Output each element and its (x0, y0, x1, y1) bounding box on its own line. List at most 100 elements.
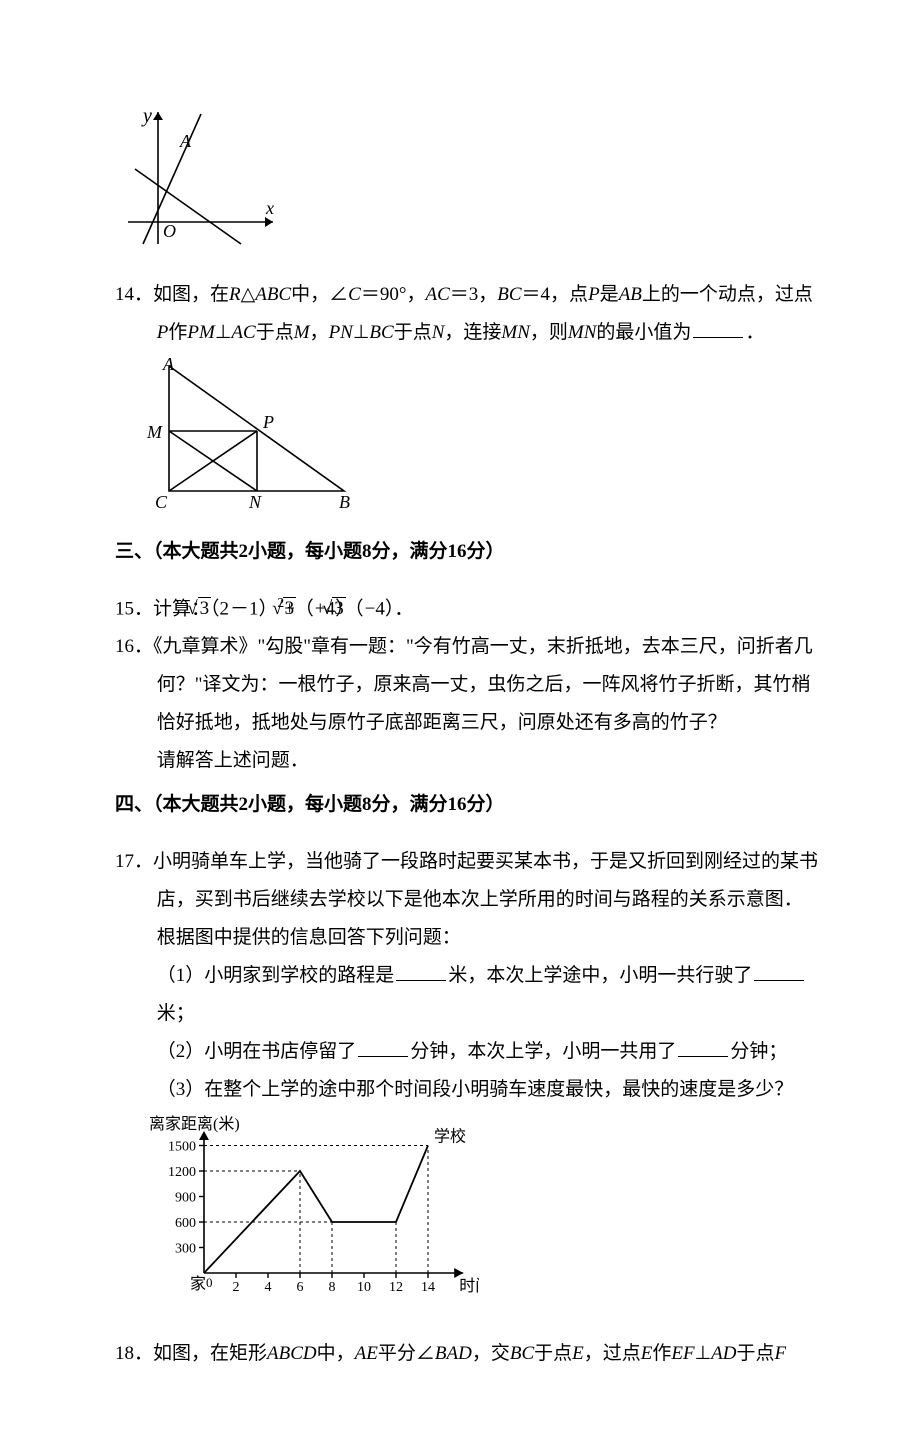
q18-number: 18． (115, 1343, 153, 1364)
q18-t4: ，交 (472, 1343, 510, 1364)
sec3-text: 三、（本大题共2小题，每小题8分，满分16分） (115, 541, 505, 562)
q14-p1: P (588, 284, 600, 305)
q15-number: 15． (115, 598, 153, 619)
svg-text:8: 8 (329, 1280, 336, 1295)
svg-text:600: 600 (175, 1216, 196, 1231)
svg-text:离家距离(米): 离家距离(米) (149, 1115, 240, 1133)
svg-text:12: 12 (389, 1280, 403, 1295)
q18-bad: BAD (435, 1343, 472, 1364)
q15-t5: −4）． (365, 598, 414, 619)
q14-t2: 中，∠ (291, 284, 348, 305)
svg-text:6: 6 (297, 1280, 304, 1295)
question-17-p1: （1）小明家到学校的路程是米，本次上学途中，小明一共行驶了米； (115, 957, 820, 1033)
question-16-sub: 请解答上述问题． (115, 742, 820, 780)
svg-text:1500: 1500 (168, 1140, 196, 1155)
q14-c1: C (348, 284, 361, 305)
q17-blank-3 (358, 1039, 408, 1057)
q18-t9: 于点 (737, 1343, 775, 1364)
q18-t7: 作 (652, 1343, 671, 1364)
svg-text:0: 0 (206, 1275, 213, 1290)
q14-t5: ＝4，点 (522, 284, 589, 305)
fig14-n: N (248, 492, 262, 511)
q14-pn: PN (329, 322, 353, 343)
q18-ef: EF (671, 1343, 694, 1364)
q14-number: 14． (115, 284, 153, 305)
q16-line2: 请解答上述问题． (157, 750, 309, 771)
q14-bc: BC (497, 284, 521, 305)
svg-text:学校: 学校 (434, 1128, 466, 1146)
fig-distance-time-chart: 离家距离(米)300600900120015002468101214家0学校时间… (139, 1113, 820, 1327)
q17-number: 17． (115, 851, 153, 872)
q14-mn2: MN (568, 322, 597, 343)
fig13-svg: A O x y (123, 104, 283, 254)
svg-text:14: 14 (421, 1280, 435, 1295)
q17-blank-1 (396, 963, 446, 981)
fig-coordinate-system: A O x y (123, 104, 820, 268)
q14-t13: 于点 (394, 322, 432, 343)
q14-t11: ， (310, 322, 329, 343)
q17-intro: 小明骑单车上学，当他骑了一段路时起要买某本书，于是又折回到刚经过的某书店，买到书… (153, 851, 818, 948)
q18-t3: 平分∠ (378, 1343, 435, 1364)
q14-rt: R (229, 284, 241, 305)
q18-f: F (775, 1343, 787, 1364)
q18-ae: AE (355, 1343, 378, 1364)
fig14-c: C (155, 492, 168, 511)
section-4-header: 四、（本大题共2小题，每小题8分，满分16分） (115, 786, 820, 824)
q14-t3: ＝90°， (361, 284, 426, 305)
question-17: 17．小明骑单车上学，当他骑了一段路时起要买某本书，于是又折回到刚经过的某书店，… (115, 843, 820, 957)
question-15: 15．计算：（23－1）2+（3+4）（3−4）． (115, 590, 820, 628)
fig17-svg: 离家距离(米)300600900120015002468101214家0学校时间… (139, 1113, 479, 1313)
question-14: 14．如图，在R△ABC中，∠C＝90°，AC＝3，BC＝4，点P是AB上的一个… (115, 276, 820, 352)
question-17-p3: （3）在整个上学的途中那个时间段小明骑车速度最快，最快的速度是多少？ (115, 1071, 820, 1109)
q15-t2: －1） (230, 598, 278, 619)
fig14-svg: A M P C N B (139, 356, 359, 511)
q14-t1: 如图，在 (153, 284, 229, 305)
q18-ad: AD (711, 1343, 736, 1364)
q18-t5: 于点 (534, 1343, 572, 1364)
q14-t4: ＝3， (450, 284, 498, 305)
q17-blank-4 (678, 1039, 728, 1057)
fig13-label-o: O (163, 221, 176, 241)
q14-t16: 的最小值为 (596, 322, 691, 343)
sqrt3-1-icon: 3 (229, 590, 230, 628)
q14-ab: AB (619, 284, 642, 305)
svg-text:900: 900 (175, 1191, 196, 1206)
q14-pm: PM (187, 322, 214, 343)
svg-text:300: 300 (175, 1242, 196, 1257)
q16-number: 16． (115, 636, 153, 657)
q17-p1c: 米； (157, 1003, 195, 1024)
fig14-a: A (162, 356, 175, 374)
q14-t14: ，连接 (444, 322, 501, 343)
q18-t6: ，过点 (584, 1343, 641, 1364)
q14-t7: 上的一个动点，过点 (642, 284, 813, 305)
q14-bc2: BC (369, 322, 393, 343)
q14-abc: ABC (255, 284, 291, 305)
svg-text:家: 家 (190, 1275, 206, 1293)
svg-text:10: 10 (357, 1280, 371, 1295)
svg-text:1200: 1200 (168, 1165, 196, 1180)
q17-p1a: （1）小明家到学校的路程是 (157, 965, 395, 986)
sqrt3-3-icon: 3 (364, 590, 365, 628)
q17-p2a: （2）小明在书店停留了 (157, 1041, 357, 1062)
question-16: 16．《九章算术》"勾股"章有一题："今有竹高一丈，末折抵地，去本三尺，问折者几… (115, 628, 820, 742)
fig14-p: P (262, 412, 274, 432)
svg-text:2: 2 (233, 1280, 240, 1295)
fig13-label-x: x (265, 198, 274, 218)
q18-t1: 如图，在矩形 (153, 1343, 267, 1364)
fig13-label-y: y (141, 105, 152, 127)
q18-e: E (572, 1343, 584, 1364)
fig-triangle-mn: A M P C N B (139, 356, 820, 525)
q17-p2c: 分钟； (730, 1041, 787, 1062)
q14-t6: 是 (600, 284, 619, 305)
q16-line1: 《九章算术》"勾股"章有一题："今有竹高一丈，末折抵地，去本三尺，问折者几何？"… (153, 636, 813, 733)
q14-tri: △ (241, 284, 256, 305)
fig14-b: B (339, 492, 350, 511)
q14-ac2: AC (231, 322, 255, 343)
q14-t8: 作 (168, 322, 187, 343)
sqrt3-2-icon: 3 (314, 590, 315, 628)
q18-t2: 中， (317, 1343, 355, 1364)
question-18: 18．如图，在矩形ABCD中，AE平分∠BAD，交BC于点E，过点E作EF⊥AD… (115, 1335, 820, 1373)
q18-t8: ⊥ (695, 1343, 712, 1364)
q14-n1: N (432, 322, 445, 343)
q18-abcd: ABCD (267, 1343, 317, 1364)
